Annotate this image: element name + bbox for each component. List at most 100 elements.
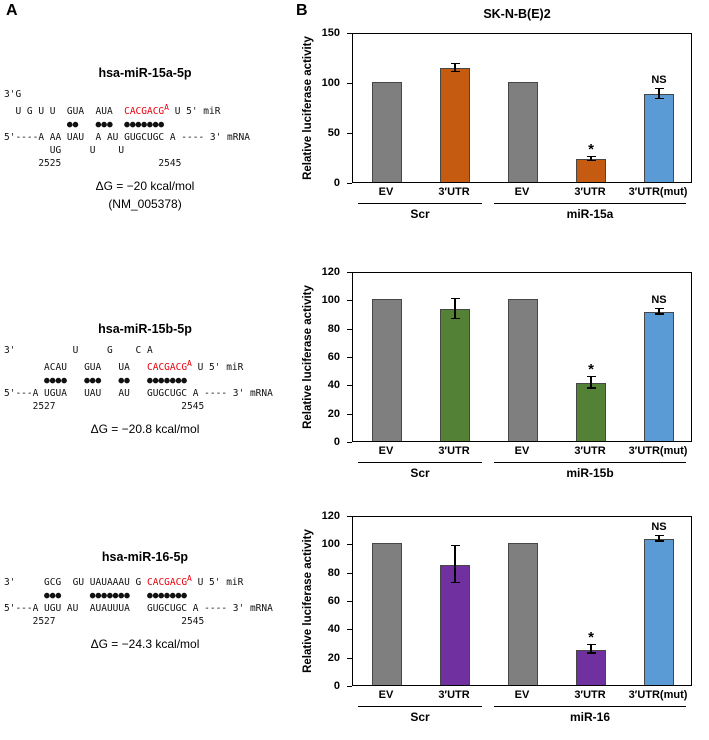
error-bar-cap [586,375,596,378]
cell-line-title: SK-N-B(E)2 [483,7,551,21]
error-bar-cap [654,97,664,99]
sequence-text: 5'----A AA UAU A AU GUGCUGC A ---- 3' mR… [4,132,250,143]
mirna-title: hsa-miR-15a-5p [98,66,192,80]
sequence-line: 3' GCG GU UAUAAAU G CACGACGA U 5' miR [4,572,286,589]
error-bar-cap [586,387,596,389]
error-bar-cap [450,297,460,300]
sequence-line: 2525 2545 [4,157,286,170]
duplex-sequence: 3' GCG GU UAUAAAU G CACGACGA U 5' miR ●●… [4,572,286,628]
error-bar [658,309,660,315]
y-tick-label: 100 [321,538,340,551]
sequence-line: ●●●● ●●● ●● ●●●●●●● [4,374,286,387]
x-tick-label: 3′UTR(mut) [628,689,688,701]
free-energy-value: ΔG = −20.8 kcal/mol [90,422,200,436]
group-label: miR-15b [566,466,614,480]
bar-3utrmut [644,94,674,182]
error-bar-cap [586,643,596,646]
sequence-text: 3' GCG GU UAUAAAU G [4,577,147,588]
y-tick-label: 20 [327,651,340,664]
group-label: miR-15a [566,207,614,221]
bar-ev [508,82,538,182]
free-energy-value: ΔG = −20 kcal/mol [95,179,195,193]
bar-ev [372,82,402,182]
duplex-sequence: 3' U G C A ACAU GUA UA CACGACGA U 5' miR… [4,344,286,413]
error-bar [658,536,660,542]
x-tick-label: 3′UTR(mut) [628,186,688,198]
seed-match-red: CACGACG [147,577,188,588]
plot-area: * NS [352,33,692,183]
diagram-mir-16: hsa-miR-16-5p 3' GCG GU UAUAAAU G CACGAC… [4,550,286,655]
y-tick-label: 60 [327,351,340,363]
error-bar [658,89,660,99]
diagram-mir-15a: hsa-miR-15a-5p 3'G U G U U GUA AUA CACGA… [4,66,286,211]
x-tick-label: EV [514,445,530,457]
y-tick-label: 80 [327,322,340,335]
error-bar [454,546,456,583]
sequence-text: 5'---A UGU AU AUAUUUA GUGCUGC A ---- 3' … [4,603,273,614]
y-tick-mark [347,300,352,302]
y-tick-label: 100 [321,77,340,89]
y-tick-label: 120 [321,266,340,278]
y-tick-mark [347,601,352,602]
significance-ns: NS [651,294,667,307]
sequence-line: 3'G [4,88,286,101]
y-tick-label: 0 [333,436,340,448]
group-underline [358,706,482,707]
significance-ns: NS [651,74,667,86]
chart-mir-16: Relative luciferase activity 0 20 40 60 80 100… [300,510,700,732]
x-tick-label: EV [378,689,394,701]
error-bar [590,157,592,161]
y-tick-mark [347,657,352,659]
x-tick-label: EV [378,445,394,457]
sequence-text: U 5' miR [191,577,244,588]
y-tick-label: 100 [321,294,340,307]
y-tick-label: 20 [327,407,340,420]
bar-3utrmut [644,539,674,685]
sequence-line: 5'----A AA UAU A AU GUGCUGC A ---- 3' mR… [4,131,286,144]
sequence-line: ●● ●●● ●●●●●●● [4,118,286,131]
sequence-text: 3' U G C A [4,345,153,356]
y-tick-mark [347,33,352,34]
sequence-line: 2527 2545 [4,615,286,628]
sequence-text: ●●● ●●●●●●● ●●●●●●● [4,590,188,601]
chart-mir-15b: Relative luciferase activity 0 20 40 60 80 100… [300,266,700,488]
bar-ev [372,543,402,685]
sequence-text: ACAU GUA UA [4,362,147,373]
sequence-text: 2527 2545 [4,401,205,412]
bar-ev [372,299,402,441]
sequence-text: U 5' miR [191,362,244,373]
y-tick-mark [347,544,352,546]
group-underline [358,203,482,204]
sequence-text: UG U U [4,145,125,156]
error-bar-cap [654,534,664,537]
x-tick-label: EV [514,186,530,198]
error-bar-cap [450,70,460,72]
error-bar-cap [654,540,664,542]
sequence-line: 5'---A UGU AU AUAUUUA GUGCUGC A ---- 3' … [4,602,286,615]
sequence-line: ●●● ●●●●●●● ●●●●●●● [4,589,286,602]
y-tick-mark [347,629,352,631]
error-bar [454,299,456,320]
plot-area: * NS [352,272,692,442]
sequence-text: ●●●● ●●● ●● ●●●●●●● [4,375,188,386]
significance-star: * [588,361,594,379]
y-tick-label: 0 [333,680,340,692]
y-tick-mark [347,413,352,415]
significance-star: * [588,141,594,158]
duplex-sequence: 3'G U G U U GUA AUA CACGACGA U 5' miR ●●… [4,88,286,170]
x-tick-label: 3′UTR [574,186,606,198]
group-underline [494,706,686,707]
bar-ev [508,299,538,441]
error-bar [590,377,592,389]
y-tick-mark [347,572,352,574]
y-tick-mark [347,385,352,387]
panel-a-label: A [6,2,18,19]
sequence-text: U 5' miR [168,106,221,117]
sequence-text: ●● ●●● ●●●●●●● [4,119,165,130]
x-tick-label: 3′UTR(mut) [628,445,688,457]
panel-a: A hsa-miR-15a-5p 3'G U G U U GUA AUA CAC… [0,0,290,740]
accession-note: (NM_005378) [108,197,182,211]
x-tick-label: 3′UTR [438,186,470,198]
y-tick-label: 50 [327,127,340,139]
